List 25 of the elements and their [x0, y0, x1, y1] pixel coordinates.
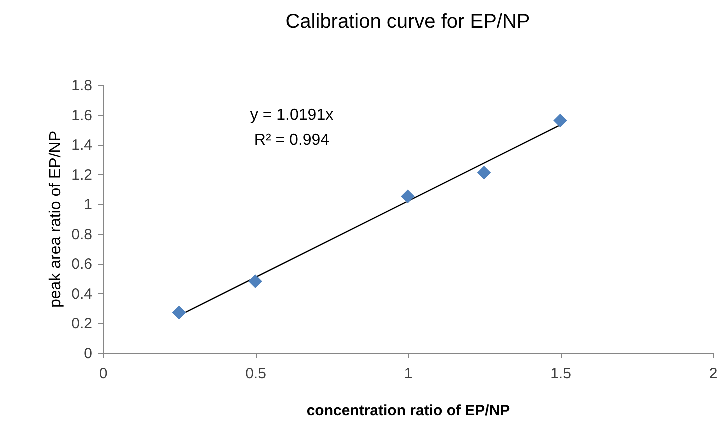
- point: [248, 274, 262, 288]
- y-tick-label: 1: [84, 196, 92, 214]
- y-tick-label: 1.2: [72, 166, 92, 184]
- annotation: R² = 0.994: [254, 132, 330, 149]
- y-axis-title: peak area ratio of EP/NP: [48, 131, 65, 308]
- point: [172, 306, 186, 320]
- y-tick-label: 1.6: [72, 107, 92, 124]
- point: [401, 190, 415, 204]
- y-tick-label: 0: [84, 346, 92, 362]
- x-tick-label: 0.5: [246, 366, 266, 382]
- x-tick-label: 1.5: [550, 366, 572, 382]
- point: [477, 166, 492, 180]
- y-tick-label: 0.8: [72, 226, 92, 244]
- y-tick-label: 0.6: [72, 256, 92, 274]
- chart-title: Calibration curve for EP/NP: [286, 11, 530, 33]
- x-tick-label: 0: [99, 366, 108, 382]
- y-tick-label: 1.8: [72, 78, 92, 94]
- x-tick-label: 2: [709, 366, 718, 382]
- annotation: y = 1.0191x: [250, 107, 334, 124]
- y-tick-label: 0.4: [72, 286, 92, 303]
- x-axis-title: concentration ratio of EP/NP: [306, 402, 510, 420]
- y-tick-label: 0.2: [72, 316, 92, 333]
- y-tick-label: 1.4: [72, 137, 92, 154]
- point: [554, 114, 568, 128]
- x-tick-label: 1: [404, 366, 413, 382]
